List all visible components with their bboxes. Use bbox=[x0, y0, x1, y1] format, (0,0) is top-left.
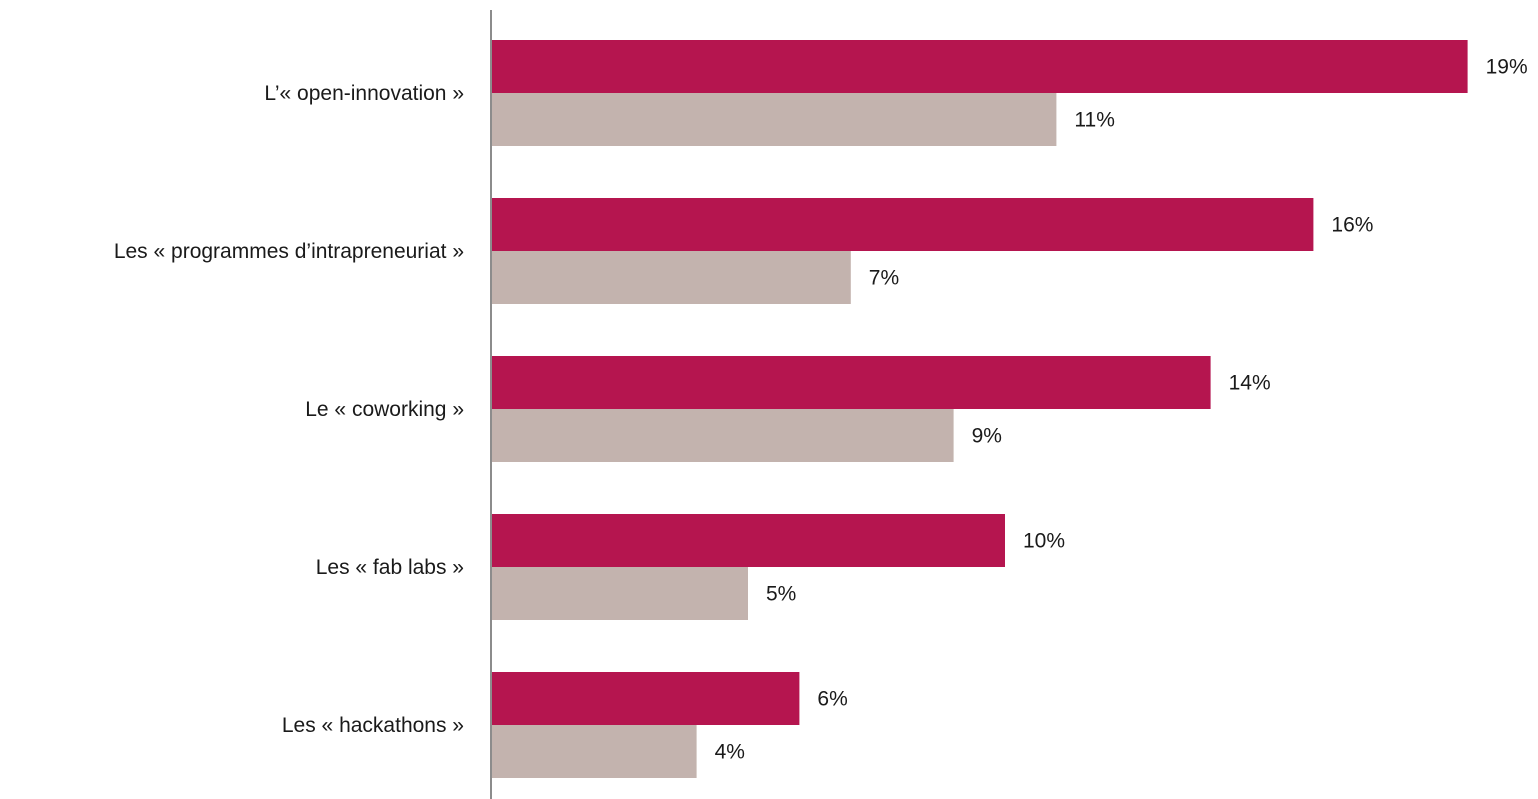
value-label: 4% bbox=[715, 741, 745, 764]
value-label: 6% bbox=[817, 688, 847, 711]
bar bbox=[491, 93, 1057, 146]
bar bbox=[491, 567, 748, 620]
bar bbox=[491, 725, 697, 778]
bars-group bbox=[491, 40, 1468, 778]
bar bbox=[491, 198, 1314, 251]
category-label: Le « coworking » bbox=[305, 398, 464, 421]
category-label: Les « hackathons » bbox=[282, 714, 464, 737]
value-label: 7% bbox=[869, 267, 899, 290]
value-label: 14% bbox=[1229, 372, 1271, 395]
bar bbox=[491, 251, 851, 304]
value-label: 19% bbox=[1486, 56, 1528, 79]
value-label: 9% bbox=[972, 425, 1002, 448]
bar bbox=[491, 356, 1211, 409]
bar bbox=[491, 40, 1468, 93]
value-label: 5% bbox=[766, 583, 796, 606]
bar bbox=[491, 409, 954, 462]
value-label: 16% bbox=[1331, 214, 1373, 237]
value-label: 11% bbox=[1074, 109, 1114, 132]
value-labels: 19% 11% 16% 7% 14% 9% 10% 5% 6% 4% bbox=[715, 56, 1528, 764]
bar bbox=[491, 672, 800, 725]
bar bbox=[491, 514, 1005, 567]
category-labels: L’« open-innovation » Les « programmes d’… bbox=[114, 82, 464, 737]
category-label: Les « fab labs » bbox=[316, 556, 464, 579]
category-label: Les « programmes d’intrapreneuriat » bbox=[114, 240, 464, 263]
value-label: 10% bbox=[1023, 530, 1065, 553]
category-label: L’« open-innovation » bbox=[264, 82, 464, 105]
